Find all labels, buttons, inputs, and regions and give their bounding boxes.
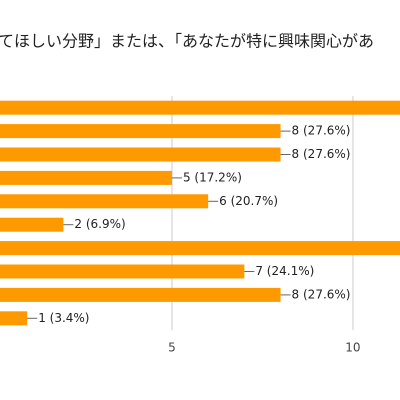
data-label: 6 (20.7%): [219, 194, 278, 208]
data-label: 8 (27.6%): [292, 287, 351, 301]
data-label: 5 (17.2%): [183, 170, 242, 184]
bar: [0, 170, 172, 185]
chart-title: てほしい分野」または、「あなたが特に興味関心があ: [0, 32, 374, 51]
bar: [0, 194, 209, 209]
bar: [0, 100, 400, 115]
data-label: 7 (24.1%): [255, 264, 314, 278]
data-label: 8 (27.6%): [292, 147, 351, 161]
x-tick-label: 5: [168, 341, 176, 355]
bar: [0, 311, 28, 326]
bar: [0, 147, 281, 162]
data-label: 8 (27.6%): [292, 124, 351, 138]
bar: [0, 241, 400, 256]
bar: [0, 287, 281, 302]
bar: [0, 264, 245, 279]
data-label: 1 (3.4%): [38, 311, 89, 325]
x-tick-label: 10: [345, 341, 360, 355]
bar: [0, 124, 281, 139]
data-label: 2 (6.9%): [74, 217, 125, 231]
bar: [0, 217, 64, 232]
